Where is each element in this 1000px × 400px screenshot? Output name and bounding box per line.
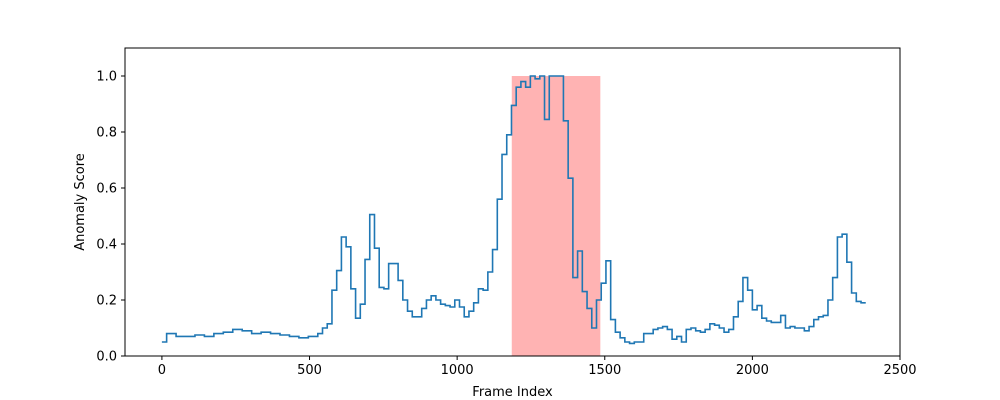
y-axis: 0.0 0.2 0.4 0.6 0.8 1.0 <box>96 70 125 365</box>
x-tick-label: 500 <box>297 363 322 378</box>
x-tick-label: 1000 <box>441 363 474 378</box>
y-tick-label: 0.4 <box>96 238 117 253</box>
y-tick-label: 0.0 <box>96 350 117 365</box>
y-tick-label: 0.6 <box>96 182 117 197</box>
y-tick-label: 0.2 <box>96 294 117 309</box>
anomaly-highlight-region <box>511 76 601 356</box>
y-axis-label: Anomaly Score <box>73 153 88 251</box>
y-tick-label: 1.0 <box>96 70 117 85</box>
x-tick-label: 0 <box>158 363 166 378</box>
x-axis: 0 500 1000 1500 2000 2500 <box>158 356 917 378</box>
x-tick-label: 2500 <box>883 363 916 378</box>
x-axis-label: Frame Index <box>472 385 553 400</box>
y-tick-label: 0.8 <box>96 126 117 141</box>
anomaly-score-line <box>161 75 866 345</box>
plot-frame <box>124 47 901 357</box>
x-tick-label: 1500 <box>588 363 621 378</box>
series-layer <box>161 75 866 345</box>
x-tick-label: 2000 <box>736 363 769 378</box>
highlight-layer <box>511 76 601 356</box>
